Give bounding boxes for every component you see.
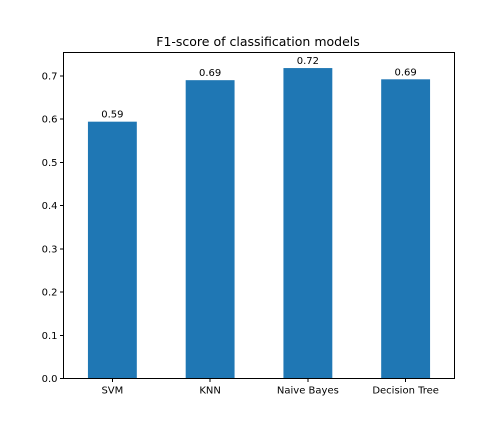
y-tick-label: 0.4 [42, 201, 58, 212]
y-tick-label: 0.6 [42, 115, 58, 126]
x-tick-label: KNN [199, 386, 221, 397]
data-label-knn: 0.69 [199, 68, 221, 79]
data-label-svm: 0.59 [101, 110, 123, 121]
bar-decision-tree [381, 79, 431, 379]
bar-naive-bayes [283, 68, 333, 379]
bars [87, 68, 431, 379]
chart-title: F1-score of classification models [156, 34, 360, 49]
plot-frame [63, 52, 455, 379]
bar-knn [185, 80, 235, 379]
x-tick-label: Decision Tree [372, 386, 439, 397]
data-label-decision-tree: 0.69 [394, 67, 416, 78]
x-tick-label: Naive Bayes [277, 386, 339, 397]
y-tick-label: 0.1 [42, 331, 58, 342]
data-label-naive-bayes: 0.72 [297, 56, 319, 67]
y-tick-label: 0.2 [42, 288, 58, 299]
y-tick-label: 0.0 [42, 374, 58, 385]
y-axis: 0.0 0.1 0.2 0.3 0.4 0.5 0.6 0.7 [42, 71, 64, 385]
x-tick-label: SVM [101, 386, 123, 397]
y-tick-label: 0.3 [42, 244, 58, 255]
x-axis: SVM KNN Naive Bayes Decision Tree [101, 378, 439, 397]
data-labels: 0.59 0.69 0.72 0.69 [101, 56, 417, 121]
y-tick-label: 0.5 [42, 158, 58, 169]
y-tick-label: 0.7 [42, 71, 58, 82]
bar-svm [87, 121, 137, 379]
